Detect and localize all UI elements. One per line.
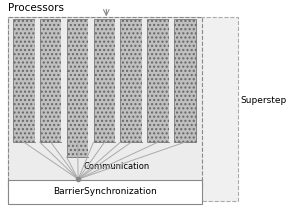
Bar (8, 180, 202, 204)
Text: Processors: Processors (8, 3, 64, 13)
Bar (121, 19, 142, 142)
Text: LocalComputation: LocalComputation (51, 69, 146, 79)
Text: BarrierSynchronization: BarrierSynchronization (53, 187, 157, 196)
Bar (115, 19, 121, 142)
Bar (88, 19, 94, 157)
Bar (13, 19, 35, 142)
Bar (40, 19, 62, 142)
Text: Superstep: Superstep (241, 96, 287, 105)
Bar (35, 19, 40, 142)
Text: Communication: Communication (83, 162, 149, 171)
Bar (62, 19, 66, 142)
Bar (66, 19, 88, 157)
Bar (121, 19, 142, 142)
Bar (94, 19, 115, 142)
Bar (40, 19, 62, 142)
Bar (147, 19, 169, 142)
Bar (8, 17, 202, 187)
Bar (8, 17, 238, 201)
Bar (147, 19, 169, 142)
Bar (174, 19, 196, 142)
Bar (174, 19, 196, 142)
Bar (169, 19, 174, 142)
Bar (66, 19, 88, 157)
Bar (13, 19, 35, 142)
Bar (94, 19, 115, 142)
Bar (142, 19, 147, 142)
